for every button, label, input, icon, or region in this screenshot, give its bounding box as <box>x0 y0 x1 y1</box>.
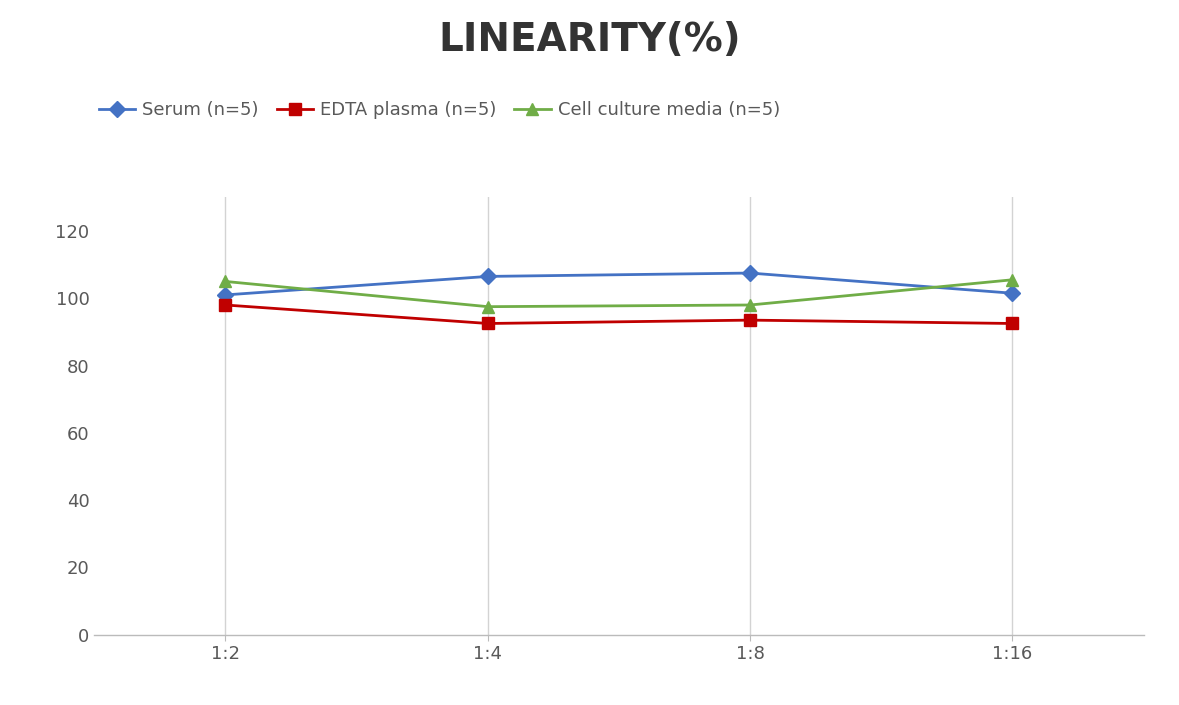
Cell culture media (n=5) <box>1006 276 1020 284</box>
Serum (n=5) <box>481 272 495 281</box>
EDTA plasma (n=5) <box>743 316 757 324</box>
Line: EDTA plasma (n=5): EDTA plasma (n=5) <box>220 300 1017 329</box>
EDTA plasma (n=5) <box>218 301 232 309</box>
Serum (n=5) <box>1006 289 1020 298</box>
EDTA plasma (n=5) <box>1006 319 1020 328</box>
Legend: Serum (n=5), EDTA plasma (n=5), Cell culture media (n=5): Serum (n=5), EDTA plasma (n=5), Cell cul… <box>92 94 788 126</box>
Serum (n=5) <box>218 290 232 299</box>
Text: LINEARITY(%): LINEARITY(%) <box>439 21 740 59</box>
Cell culture media (n=5) <box>481 302 495 311</box>
Serum (n=5) <box>743 269 757 277</box>
Line: Cell culture media (n=5): Cell culture media (n=5) <box>219 274 1019 313</box>
Cell culture media (n=5) <box>743 301 757 309</box>
EDTA plasma (n=5) <box>481 319 495 328</box>
Cell culture media (n=5) <box>218 277 232 286</box>
Line: Serum (n=5): Serum (n=5) <box>220 267 1017 300</box>
